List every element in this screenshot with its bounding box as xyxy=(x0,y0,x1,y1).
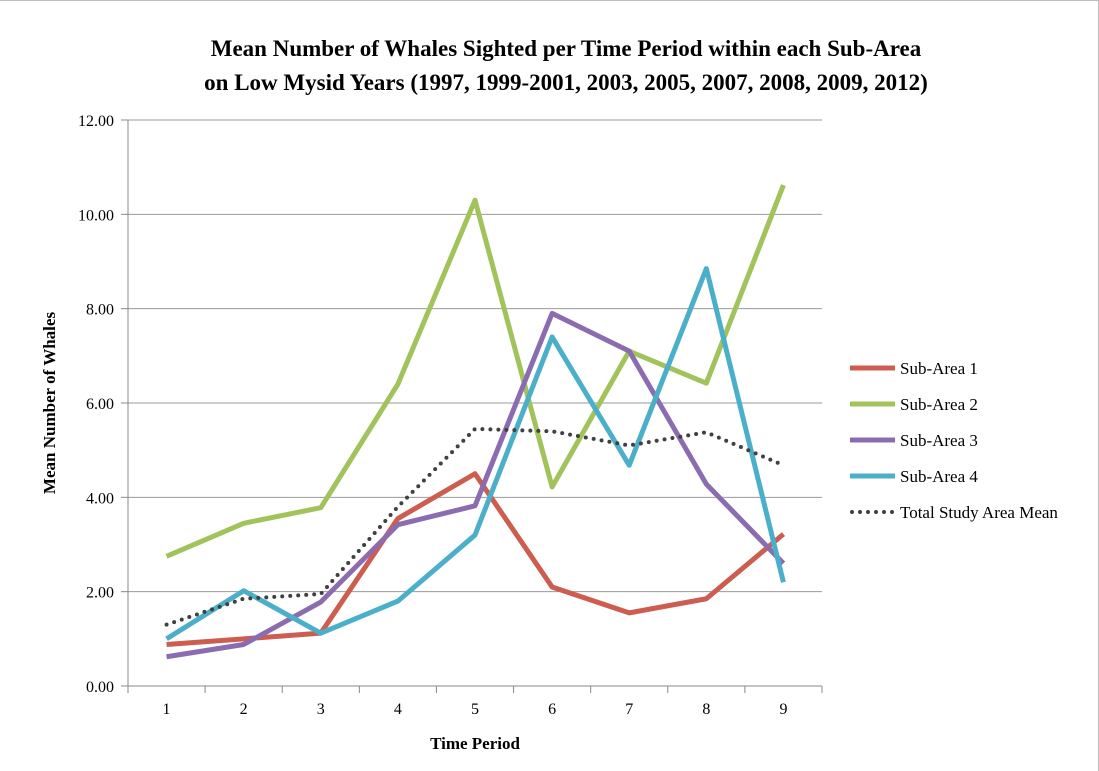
axes xyxy=(121,119,823,693)
series-lines xyxy=(164,184,786,660)
legend-label-5: Total Study Area Mean xyxy=(900,503,1058,522)
series-line-3 xyxy=(166,310,786,660)
x-tick-label-2: 3 xyxy=(317,701,325,718)
x-tick-label-0: 1 xyxy=(163,701,171,718)
legend: Sub-Area 1 Sub-Area 2 Sub-Area 3 Sub-Area 4… xyxy=(850,359,1058,522)
x-tick-label-4: 5 xyxy=(471,701,479,718)
chart-title-line-2: on Low Mysid Years (1997, 1999-2001, 200… xyxy=(204,70,928,95)
y-axis-title: Mean Number of Whales xyxy=(40,312,59,495)
y-tick-label-6: 12.00 xyxy=(78,113,114,130)
x-axis-title: Time Period xyxy=(430,734,520,753)
y-tick-label-2: 4.00 xyxy=(86,490,114,507)
y-tick-labels: 0.00 2.00 4.00 6.00 8.00 10.00 12.00 xyxy=(78,113,114,696)
gridlines xyxy=(128,119,822,593)
x-tick-label-1: 2 xyxy=(240,701,248,718)
x-tick-label-8: 9 xyxy=(779,701,787,718)
x-tick-label-6: 7 xyxy=(625,701,633,718)
x-tick-label-3: 4 xyxy=(394,701,402,718)
y-tick-label-3: 6.00 xyxy=(86,396,114,413)
y-tick-label-1: 2.00 xyxy=(86,585,114,602)
x-tick-label-5: 6 xyxy=(548,701,556,718)
legend-label-1: Sub-Area 1 xyxy=(900,359,978,378)
x-tick-label-7: 8 xyxy=(702,701,710,718)
y-tick-label-5: 10.00 xyxy=(78,207,114,224)
x-tick-labels: 1 2 3 4 5 6 7 8 9 xyxy=(163,701,788,718)
chart-title-line-1: Mean Number of Whales Sighted per Time P… xyxy=(211,36,922,61)
legend-label-3: Sub-Area 3 xyxy=(900,431,978,450)
legend-label-4: Sub-Area 4 xyxy=(900,467,978,486)
y-tick-label-0: 0.00 xyxy=(86,679,114,696)
y-tick-label-4: 8.00 xyxy=(86,302,114,319)
legend-label-2: Sub-Area 2 xyxy=(900,395,978,414)
